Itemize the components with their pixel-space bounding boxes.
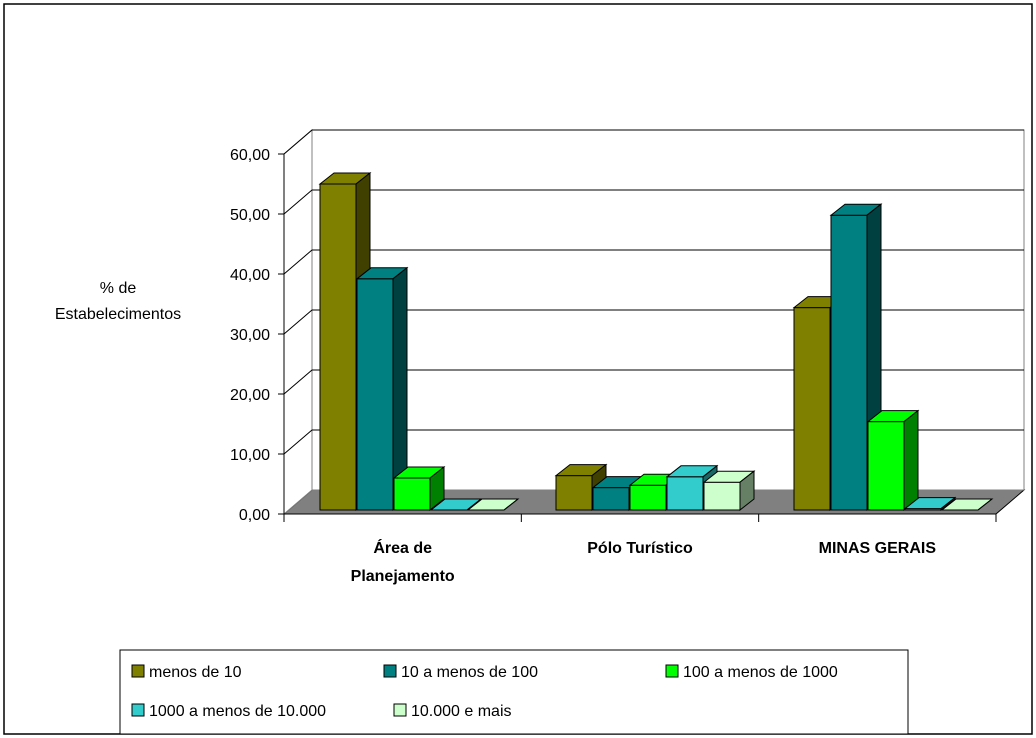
gridline [283, 309, 1024, 335]
gridline [283, 249, 1024, 275]
y-tick-label: 30,00 [230, 327, 270, 344]
legend-box [119, 649, 909, 735]
y-tick-label: 0,00 [239, 507, 270, 524]
legend-swatch [393, 703, 407, 717]
bar [319, 183, 357, 511]
bar-side [977, 498, 993, 511]
bar [703, 481, 741, 511]
legend-label: 100 a menos de 1000 [683, 664, 838, 681]
gridline [283, 429, 1024, 455]
category-label: Pólo Turístico [587, 540, 693, 557]
legend-label: 10 a menos de 100 [401, 664, 538, 681]
legend-label: 1000 a menos de 10.000 [149, 703, 326, 720]
bar-side [466, 498, 482, 511]
bar-side [903, 409, 919, 512]
y-tick-label: 10,00 [230, 447, 270, 464]
gridline [283, 189, 1024, 215]
legend-swatch [131, 703, 145, 717]
gridline [283, 129, 1024, 155]
legend-swatch [131, 664, 145, 678]
y-tick-label: 40,00 [230, 267, 270, 284]
bar [629, 484, 667, 511]
category-label: Planejamento [351, 568, 455, 585]
bar [666, 476, 704, 511]
bar [592, 487, 630, 511]
y-axis-label: Estabelecimentos [55, 306, 181, 323]
y-axis-label: % de [100, 280, 137, 297]
bar-side [940, 496, 956, 512]
bar-side [739, 470, 755, 512]
y-tick-label: 60,00 [230, 147, 270, 164]
legend-swatch [665, 664, 679, 678]
category-label: MINAS GERAIS [819, 540, 937, 557]
y-tick-label: 50,00 [230, 207, 270, 224]
bar [555, 475, 593, 511]
bar [393, 477, 431, 511]
bar [867, 421, 905, 511]
bar-side [503, 498, 519, 511]
y-tick-label: 20,00 [230, 387, 270, 404]
bar [793, 307, 831, 511]
gridline [283, 369, 1024, 395]
legend-label: 10.000 e mais [411, 703, 512, 720]
bar [830, 214, 868, 511]
bar-side [429, 465, 445, 512]
category-label: Área de [373, 538, 432, 557]
legend-swatch [383, 664, 397, 678]
bar [356, 278, 394, 511]
legend-label: menos de 10 [149, 664, 242, 681]
